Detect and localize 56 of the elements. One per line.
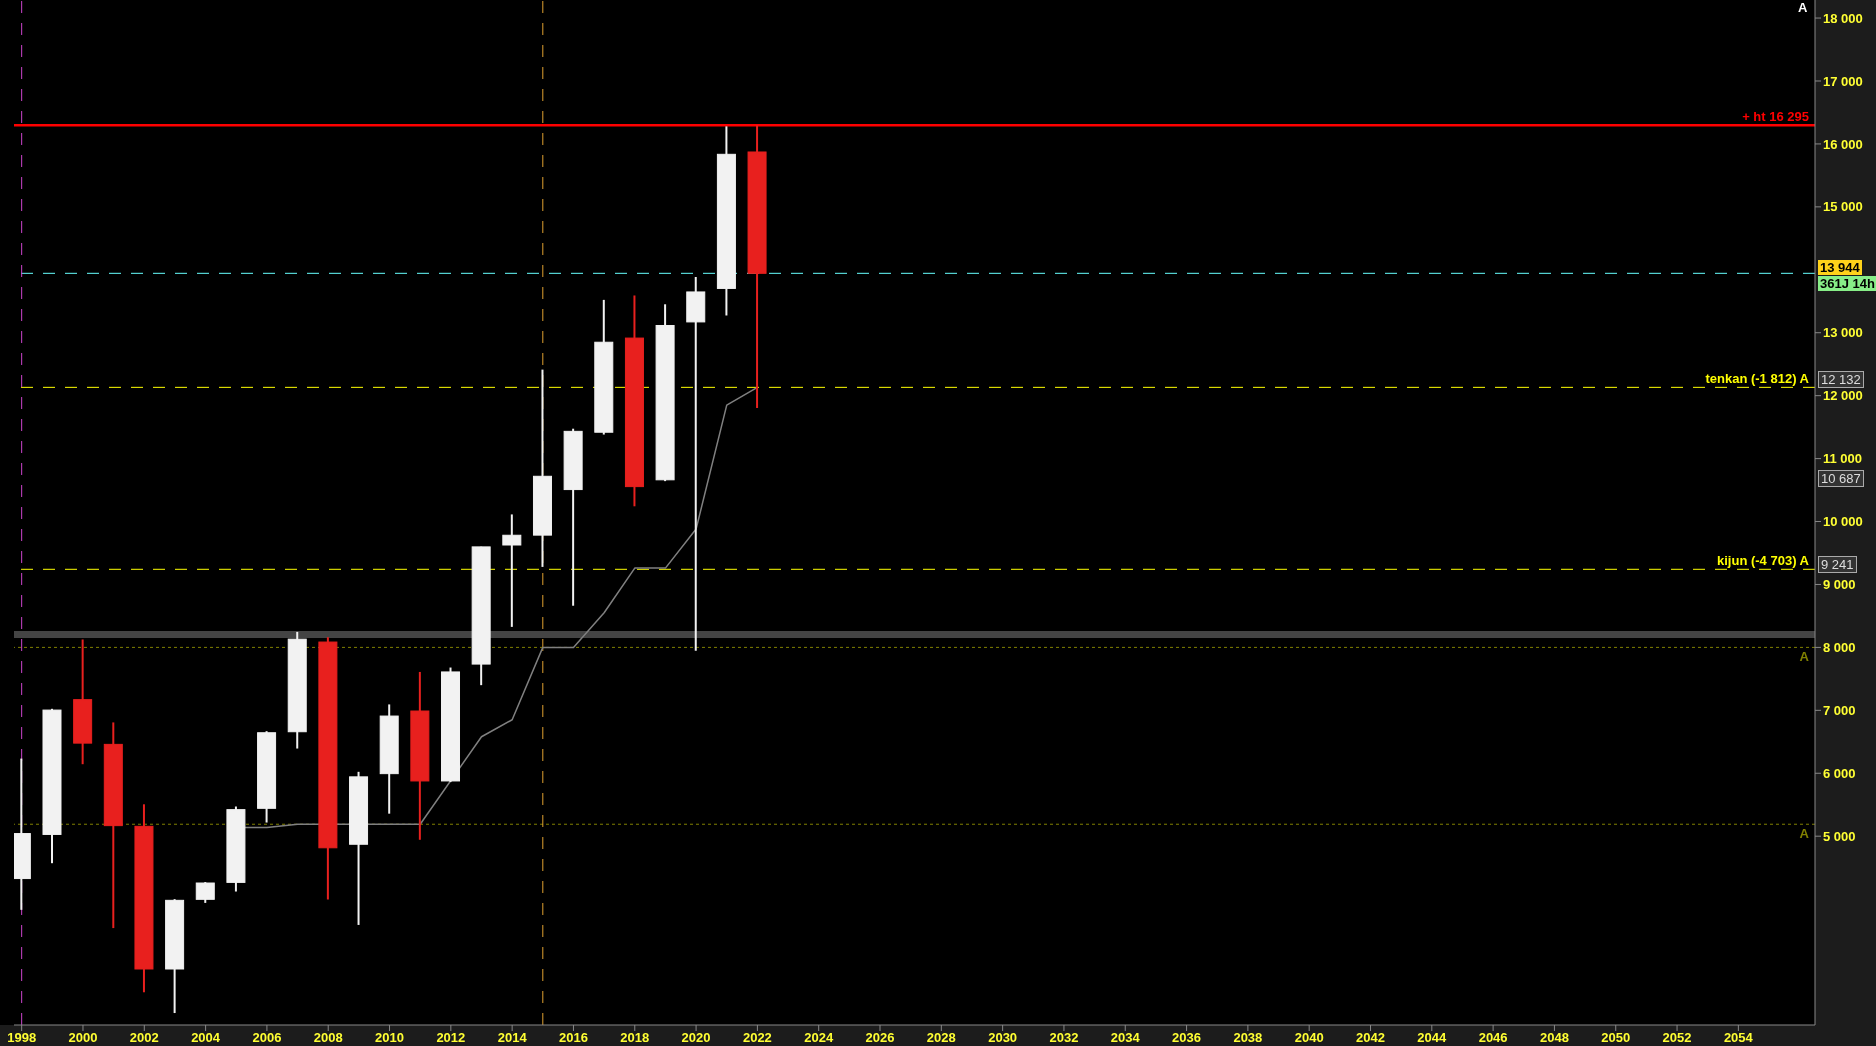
x-tick-label: 2004: [191, 1030, 221, 1046]
candlestick: [686, 275, 706, 652]
x-tick-label: 2038: [1233, 1030, 1263, 1046]
y-tick-label: 18 000: [1823, 10, 1863, 26]
x-tick-label: 2052: [1662, 1030, 1692, 1046]
candlestick: [502, 513, 522, 628]
x-tick-label: 2014: [497, 1030, 528, 1046]
text: 10 687: [1818, 470, 1864, 487]
annotation: A: [1797, 0, 1809, 15]
x-tick-label: 2006: [252, 1030, 282, 1046]
x-tick-label: 2022: [742, 1030, 772, 1046]
y-tick-label: 6 000: [1823, 765, 1856, 781]
x-tick-label: 2010: [375, 1030, 404, 1046]
x-tick-label: 2046: [1478, 1030, 1508, 1046]
y-tick-label: 11 000: [1823, 451, 1863, 467]
x-tick-label: 2018: [620, 1030, 650, 1046]
y-tick-label: 5 000: [1823, 828, 1856, 844]
ref-line-label: A: [1799, 826, 1810, 842]
x-tick-label: 2030: [988, 1030, 1018, 1046]
x-tick-label: 2034: [1110, 1030, 1141, 1046]
x-tick-label: 2036: [1172, 1030, 1202, 1046]
y-tick-label: 8 000: [1823, 640, 1856, 656]
ref-line-label: + ht 16 295: [1742, 109, 1809, 125]
y-tick-label: 16 000: [1823, 136, 1863, 152]
x-tick-label: 2008: [313, 1030, 343, 1046]
x-tick-label: 2054: [1723, 1030, 1754, 1046]
x-tick-label: 1998: [7, 1030, 37, 1046]
x-tick-label: 2042: [1356, 1030, 1385, 1046]
x-tick-label: 2026: [865, 1030, 895, 1046]
y-tick-label: 12 000: [1823, 388, 1863, 404]
x-tick-label: 2012: [436, 1030, 466, 1046]
x-tick-label: 2024: [804, 1030, 834, 1046]
y-tick-label: 10 000: [1823, 514, 1863, 530]
text: 361J 14h: [1818, 276, 1876, 291]
x-tick-label: 2020: [681, 1030, 711, 1046]
candlestick: [195, 881, 215, 904]
x-tick-label: 2000: [68, 1030, 98, 1046]
ref-line-label: kijun (-4 703) A: [1717, 553, 1810, 569]
text: 12 132: [1818, 371, 1864, 388]
x-tick-label: 2048: [1539, 1030, 1569, 1046]
ref-line-label: A: [1799, 649, 1810, 665]
y-tick-label: 9 000: [1823, 577, 1856, 593]
ref-line-label: tenkan (-1 812) A: [1705, 371, 1810, 387]
x-tick-label: 2032: [1049, 1030, 1079, 1046]
x-tick-label: 2044: [1417, 1030, 1448, 1046]
x-tick-label: 2050: [1601, 1030, 1631, 1046]
x-tick-label: 2028: [926, 1030, 956, 1046]
x-tick-label: 2002: [129, 1030, 159, 1046]
x-tick-label: 2040: [1294, 1030, 1324, 1046]
y-tick-label: 17 000: [1823, 73, 1863, 89]
y-tick-label: 15 000: [1823, 199, 1863, 215]
y-tick-label: 13 000: [1823, 325, 1863, 341]
x-tick-label: 2016: [559, 1030, 588, 1046]
y-tick-label: 7 000: [1823, 702, 1856, 718]
text: 9 241: [1818, 556, 1857, 573]
text: 13 944: [1818, 260, 1862, 275]
